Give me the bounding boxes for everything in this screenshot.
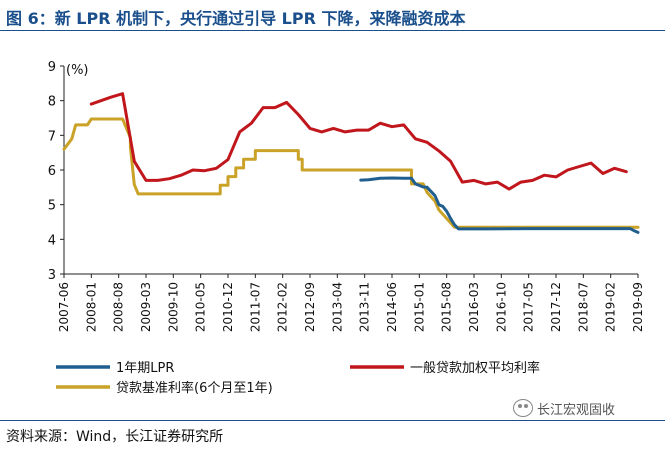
x-tick-label: 2011-07: [248, 282, 262, 332]
x-tick-label: 2014-06: [385, 282, 399, 332]
chart-title: 图 6：新 LPR 机制下，央行通过引导 LPR 下降，来降融资成本: [6, 9, 466, 28]
x-tick-label: 2009-10: [166, 282, 180, 332]
line-chart: 3 4 5 6 7 8 9 (%) 2007-06 2008-01 2008-08 2009-03 2…: [48, 60, 645, 396]
x-tick-label: 2018-07: [576, 282, 590, 332]
y-tick-label: 6: [48, 164, 56, 179]
series-line-1: [89, 92, 628, 191]
watermark: 长江宏观固收: [513, 397, 615, 419]
y-tick-label: 8: [48, 95, 56, 110]
y-tick-label: 7: [48, 129, 56, 144]
source-note: 资料来源：Wind，长江证券研究所: [6, 429, 224, 445]
watermark-text: 长江宏观固收: [537, 402, 616, 418]
title-bar: 图 6：新 LPR 机制下，央行通过引导 LPR 下降，来降融资成本: [0, 0, 665, 31]
x-tick-label: 2019-09: [631, 282, 645, 332]
x-tick-label: 2015-08: [440, 282, 454, 332]
x-tick-label: 2008-01: [84, 282, 98, 332]
legend-label: 1年期LPR: [116, 361, 174, 376]
series-line-0: [359, 176, 640, 234]
y-tick-label: 4: [48, 233, 56, 248]
x-tick-label: 2009-03: [139, 282, 153, 332]
series-line-2: [62, 117, 640, 229]
x-tick-label: 2017-12: [549, 282, 563, 332]
x-tick-label: 2019-02: [604, 282, 618, 332]
x-tick-label: 2016-03: [467, 282, 481, 332]
legend-label: 一般贷款加权平均利率: [410, 360, 540, 376]
wechat-icon: [513, 399, 533, 417]
x-tick-label: 2016-10: [494, 282, 508, 332]
x-tick-label: 2017-05: [522, 282, 536, 332]
source-divider: [0, 420, 665, 421]
x-tick-label: 2010-05: [194, 282, 208, 332]
y-tick-label: 5: [48, 199, 56, 214]
y-unit-label: (%): [66, 63, 89, 78]
x-tick-label: 2013-11: [358, 282, 372, 332]
legend-label: 贷款基准利率(6个月至1年): [116, 380, 273, 396]
y-tick-label: 9: [48, 60, 56, 75]
x-tick-label: 2007-06: [57, 282, 71, 332]
x-tick-label: 2010-12: [221, 282, 235, 332]
x-tick-label: 2012-09: [303, 282, 317, 332]
x-tick-label: 2013-04: [330, 282, 344, 332]
x-tick-label: 2015-01: [412, 282, 426, 332]
y-tick-label: 3: [48, 268, 56, 283]
x-tick-label: 2008-08: [112, 282, 126, 332]
x-tick-label: 2012-02: [276, 282, 290, 332]
